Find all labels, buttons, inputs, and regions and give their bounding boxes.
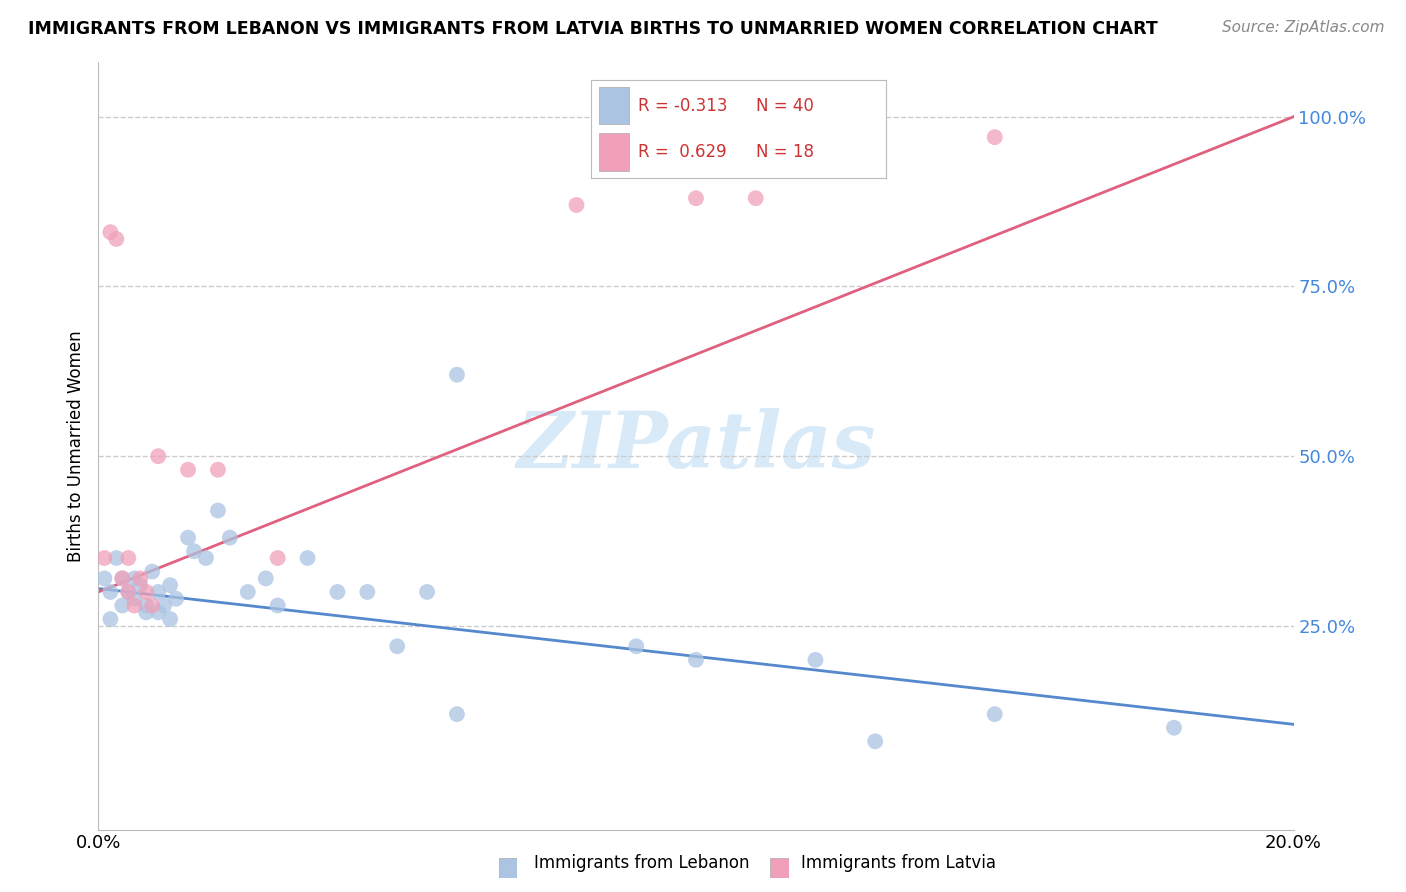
Text: N = 18: N = 18 xyxy=(756,143,814,161)
Point xyxy=(93,571,115,585)
Bar xyxy=(599,87,628,124)
Point xyxy=(124,599,146,613)
Point xyxy=(356,585,378,599)
Point xyxy=(446,707,468,722)
Point xyxy=(207,503,229,517)
Point xyxy=(865,734,887,748)
Point xyxy=(254,571,277,585)
Point xyxy=(626,640,648,654)
Point xyxy=(236,585,259,599)
Point xyxy=(141,565,163,579)
Text: R =  0.629: R = 0.629 xyxy=(638,143,727,161)
Text: Immigrants from Latvia: Immigrants from Latvia xyxy=(801,855,997,872)
Point xyxy=(98,225,122,239)
Point xyxy=(159,578,181,592)
Point xyxy=(183,544,205,558)
Point xyxy=(153,599,176,613)
Point xyxy=(207,463,229,477)
Point xyxy=(148,449,170,463)
Point xyxy=(984,130,1007,145)
Point xyxy=(195,551,218,566)
Text: R = -0.313: R = -0.313 xyxy=(638,97,727,115)
Text: Immigrants from Lebanon: Immigrants from Lebanon xyxy=(534,855,749,872)
Point xyxy=(159,612,181,626)
Point xyxy=(685,653,707,667)
Point xyxy=(124,571,146,585)
Point xyxy=(446,368,468,382)
Point xyxy=(98,585,122,599)
Point xyxy=(148,585,170,599)
Point xyxy=(565,198,588,212)
Text: IMMIGRANTS FROM LEBANON VS IMMIGRANTS FROM LATVIA BIRTHS TO UNMARRIED WOMEN CORR: IMMIGRANTS FROM LEBANON VS IMMIGRANTS FR… xyxy=(28,20,1159,37)
Point xyxy=(135,585,157,599)
Point xyxy=(148,605,170,619)
Point xyxy=(984,707,1007,722)
Point xyxy=(177,463,200,477)
Point xyxy=(416,585,439,599)
Point xyxy=(385,640,409,654)
Point xyxy=(219,531,242,545)
Point xyxy=(804,653,827,667)
Point xyxy=(117,585,139,599)
Point xyxy=(105,232,128,246)
Text: N = 40: N = 40 xyxy=(756,97,814,115)
Text: ZIPatlas: ZIPatlas xyxy=(516,408,876,484)
Point xyxy=(117,551,139,566)
Point xyxy=(98,612,122,626)
Point xyxy=(129,578,152,592)
Y-axis label: Births to Unmarried Women: Births to Unmarried Women xyxy=(66,330,84,562)
Point xyxy=(165,591,187,606)
Point xyxy=(267,599,290,613)
Point xyxy=(135,605,157,619)
Bar xyxy=(599,133,628,170)
Point xyxy=(326,585,349,599)
Point xyxy=(105,551,128,566)
Point xyxy=(297,551,319,566)
Text: Source: ZipAtlas.com: Source: ZipAtlas.com xyxy=(1222,20,1385,35)
Point xyxy=(111,571,134,585)
Point xyxy=(111,571,134,585)
Point xyxy=(124,591,146,606)
Point xyxy=(141,599,163,613)
Point xyxy=(267,551,290,566)
Point xyxy=(129,571,152,585)
Point xyxy=(93,551,115,566)
Point xyxy=(117,585,139,599)
Point xyxy=(685,191,707,205)
Point xyxy=(1163,721,1185,735)
Point xyxy=(177,531,200,545)
Point xyxy=(111,599,134,613)
Point xyxy=(135,599,157,613)
Point xyxy=(745,191,768,205)
